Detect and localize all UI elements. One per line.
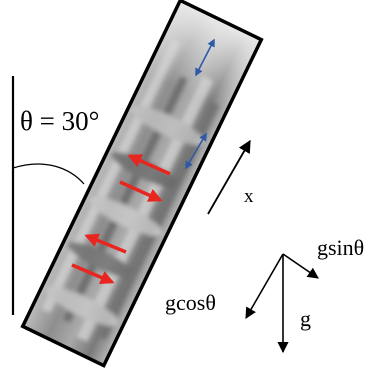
interface-arrow-top xyxy=(195,38,215,77)
angle-arc xyxy=(12,163,85,185)
g-label: g xyxy=(300,306,311,331)
g-cos-arrow xyxy=(245,253,284,319)
flow-arrow-2 xyxy=(119,180,163,202)
flow-arrow-3 xyxy=(84,233,127,254)
x-direction-arrow xyxy=(207,139,251,215)
g-cos-label: gcosθ xyxy=(165,290,216,315)
flow-arrow-1 xyxy=(127,154,171,176)
g-sin-label: gsinθ xyxy=(317,235,365,260)
angle-label: θ = 30° xyxy=(20,106,100,136)
flow-arrow-4 xyxy=(71,263,115,285)
tube xyxy=(20,0,264,368)
g-sin-arrow xyxy=(282,253,319,279)
x-axis-label: x xyxy=(244,186,254,207)
interface-arrow-middle xyxy=(185,132,207,170)
